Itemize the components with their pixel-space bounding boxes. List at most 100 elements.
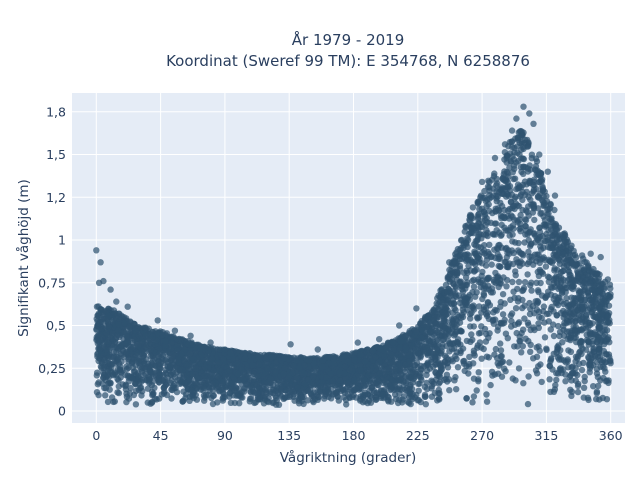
scatter-point [294, 384, 301, 391]
scatter-point [607, 358, 614, 365]
scatter-point [514, 219, 521, 226]
scatter-point [487, 381, 494, 389]
scatter-point [132, 401, 140, 408]
scatter-point [466, 360, 473, 368]
scatter-point [482, 304, 490, 312]
scatter-point [183, 361, 190, 368]
scatter-point [510, 288, 517, 295]
scatter-point [327, 370, 335, 377]
scatter-point [214, 399, 221, 406]
scatter-point [402, 379, 410, 387]
scatter-point [580, 384, 588, 391]
scatter-point [501, 224, 508, 231]
scatter-point [556, 243, 564, 251]
scatter-point [209, 392, 217, 399]
scatter-point [511, 175, 519, 182]
scatter-point [490, 309, 497, 316]
scatter-point [581, 279, 588, 286]
scatter-point [309, 397, 317, 404]
scatter-point [550, 350, 557, 357]
scatter-point [551, 267, 558, 274]
scatter-point [460, 269, 468, 276]
scatter-point [315, 394, 322, 401]
scatter-point [492, 269, 499, 277]
scatter-point [528, 279, 535, 286]
scatter-point [281, 394, 288, 402]
scatter-point [436, 390, 443, 397]
scatter-point [517, 193, 524, 200]
scatter-point [522, 222, 529, 230]
scatter-point [484, 248, 492, 256]
scatter-point [563, 295, 570, 302]
scatter-point [123, 365, 131, 373]
scatter-point [590, 383, 597, 390]
scatter-point [482, 338, 490, 345]
scatter-point [421, 391, 429, 399]
scatter-point [580, 359, 587, 367]
scatter-point [517, 224, 524, 232]
scatter-point [534, 236, 541, 244]
scatter-point [547, 326, 554, 333]
scatter-point [512, 268, 519, 275]
scatter-point [461, 294, 469, 301]
scatter-point [472, 250, 479, 257]
chart-title-line1: År 1979 - 2019 [292, 30, 405, 49]
scatter-point [474, 315, 481, 322]
scatter-point [535, 194, 543, 201]
scatter-point [217, 346, 224, 353]
scatter-point [503, 283, 510, 290]
scatter-point [335, 397, 342, 404]
scatter-point [601, 303, 609, 311]
scatter-point [594, 373, 602, 381]
scatter-point [538, 292, 546, 299]
scatter-point [556, 283, 564, 291]
scatter-point [503, 168, 511, 176]
scatter-point [470, 347, 478, 354]
scatter-point [441, 317, 448, 324]
scatter-point [436, 361, 444, 369]
scatter-point [523, 188, 530, 195]
scatter-point [526, 253, 533, 260]
scatter-point [361, 383, 368, 390]
scatter-point [530, 230, 538, 238]
scatter-point [471, 352, 478, 359]
scatter-point [521, 279, 529, 286]
scatter-point [575, 289, 583, 297]
scatter-point [560, 366, 567, 373]
scatter-point [606, 281, 614, 288]
scatter-point [574, 306, 581, 313]
scatter-point [467, 323, 474, 330]
scatter-point [544, 273, 552, 280]
scatter-point [102, 392, 109, 399]
scatter-point [521, 216, 529, 223]
scatter-point [504, 207, 512, 214]
scatter-point [123, 348, 130, 356]
scatter-point [369, 373, 376, 380]
scatter-point [503, 263, 510, 271]
scatter-point [167, 379, 174, 387]
scatter-point [526, 310, 534, 318]
scatter-points [93, 103, 614, 408]
scatter-point [446, 348, 453, 355]
scatter-point [481, 216, 489, 224]
scatter-point [330, 361, 338, 368]
scatter-point [168, 395, 175, 402]
scatter-point [446, 266, 453, 274]
scatter-point [418, 376, 425, 384]
scatter-point [530, 201, 537, 208]
scatter-point [170, 333, 177, 340]
scatter-point [567, 386, 574, 393]
scatter-point [515, 365, 523, 372]
scatter-point [518, 349, 525, 356]
scatter-point [254, 390, 261, 397]
scatter-point [571, 300, 578, 307]
scatter-point [362, 398, 369, 405]
scatter-point [512, 305, 520, 312]
scatter-point [135, 373, 142, 380]
scatter-point [476, 339, 484, 346]
scatter-point [553, 226, 561, 233]
scatter-point [524, 271, 531, 278]
scatter-point [450, 300, 458, 308]
scatter-point [155, 345, 163, 352]
scatter-point [545, 318, 552, 325]
